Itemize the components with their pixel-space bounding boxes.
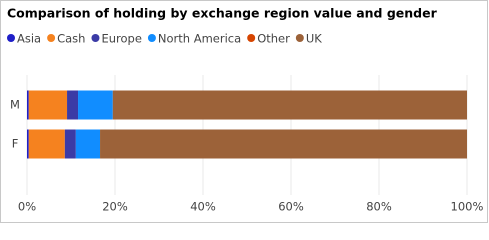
- x-tick-label: 80%: [366, 200, 392, 214]
- legend-label: Asia: [17, 32, 41, 46]
- bar-segment: [78, 90, 113, 120]
- bar-segment: [28, 129, 65, 159]
- bar-segment: [75, 129, 101, 159]
- x-tick-label: 0%: [18, 200, 36, 214]
- legend-marker: [247, 34, 256, 42]
- bar-segment: [112, 90, 468, 120]
- legend-label: Other: [257, 32, 290, 46]
- legend-marker: [295, 34, 304, 42]
- bar-segment: [100, 129, 467, 159]
- legend-marker: [91, 34, 100, 42]
- legend-marker: [147, 34, 156, 42]
- bar-segment: [67, 90, 79, 120]
- legend-marker: [47, 34, 56, 42]
- bar-segment: [27, 90, 29, 120]
- legend-label: Cash: [57, 32, 85, 46]
- legend-label: North America: [158, 32, 241, 46]
- bar-segment: [28, 90, 68, 120]
- y-tick-label: M: [10, 98, 20, 112]
- page: {"chart_data": {"type": "stacked-bar-hor…: [0, 0, 489, 224]
- x-tick-label: 40%: [190, 200, 216, 214]
- x-tick-label: 60%: [278, 200, 304, 214]
- x-tick-label: 20%: [102, 200, 128, 214]
- chart: Comparison of holding by exchange region…: [0, 0, 488, 223]
- chart-title: Comparison of holding by exchange region…: [7, 6, 438, 21]
- x-tick-label: 100%: [451, 200, 484, 214]
- bar-segment: [27, 129, 29, 159]
- legend-label: Europe: [101, 32, 141, 46]
- y-tick-label: F: [12, 137, 19, 151]
- legend-label: UK: [306, 32, 322, 46]
- legend-marker: [7, 34, 15, 42]
- bar-segment: [64, 129, 76, 159]
